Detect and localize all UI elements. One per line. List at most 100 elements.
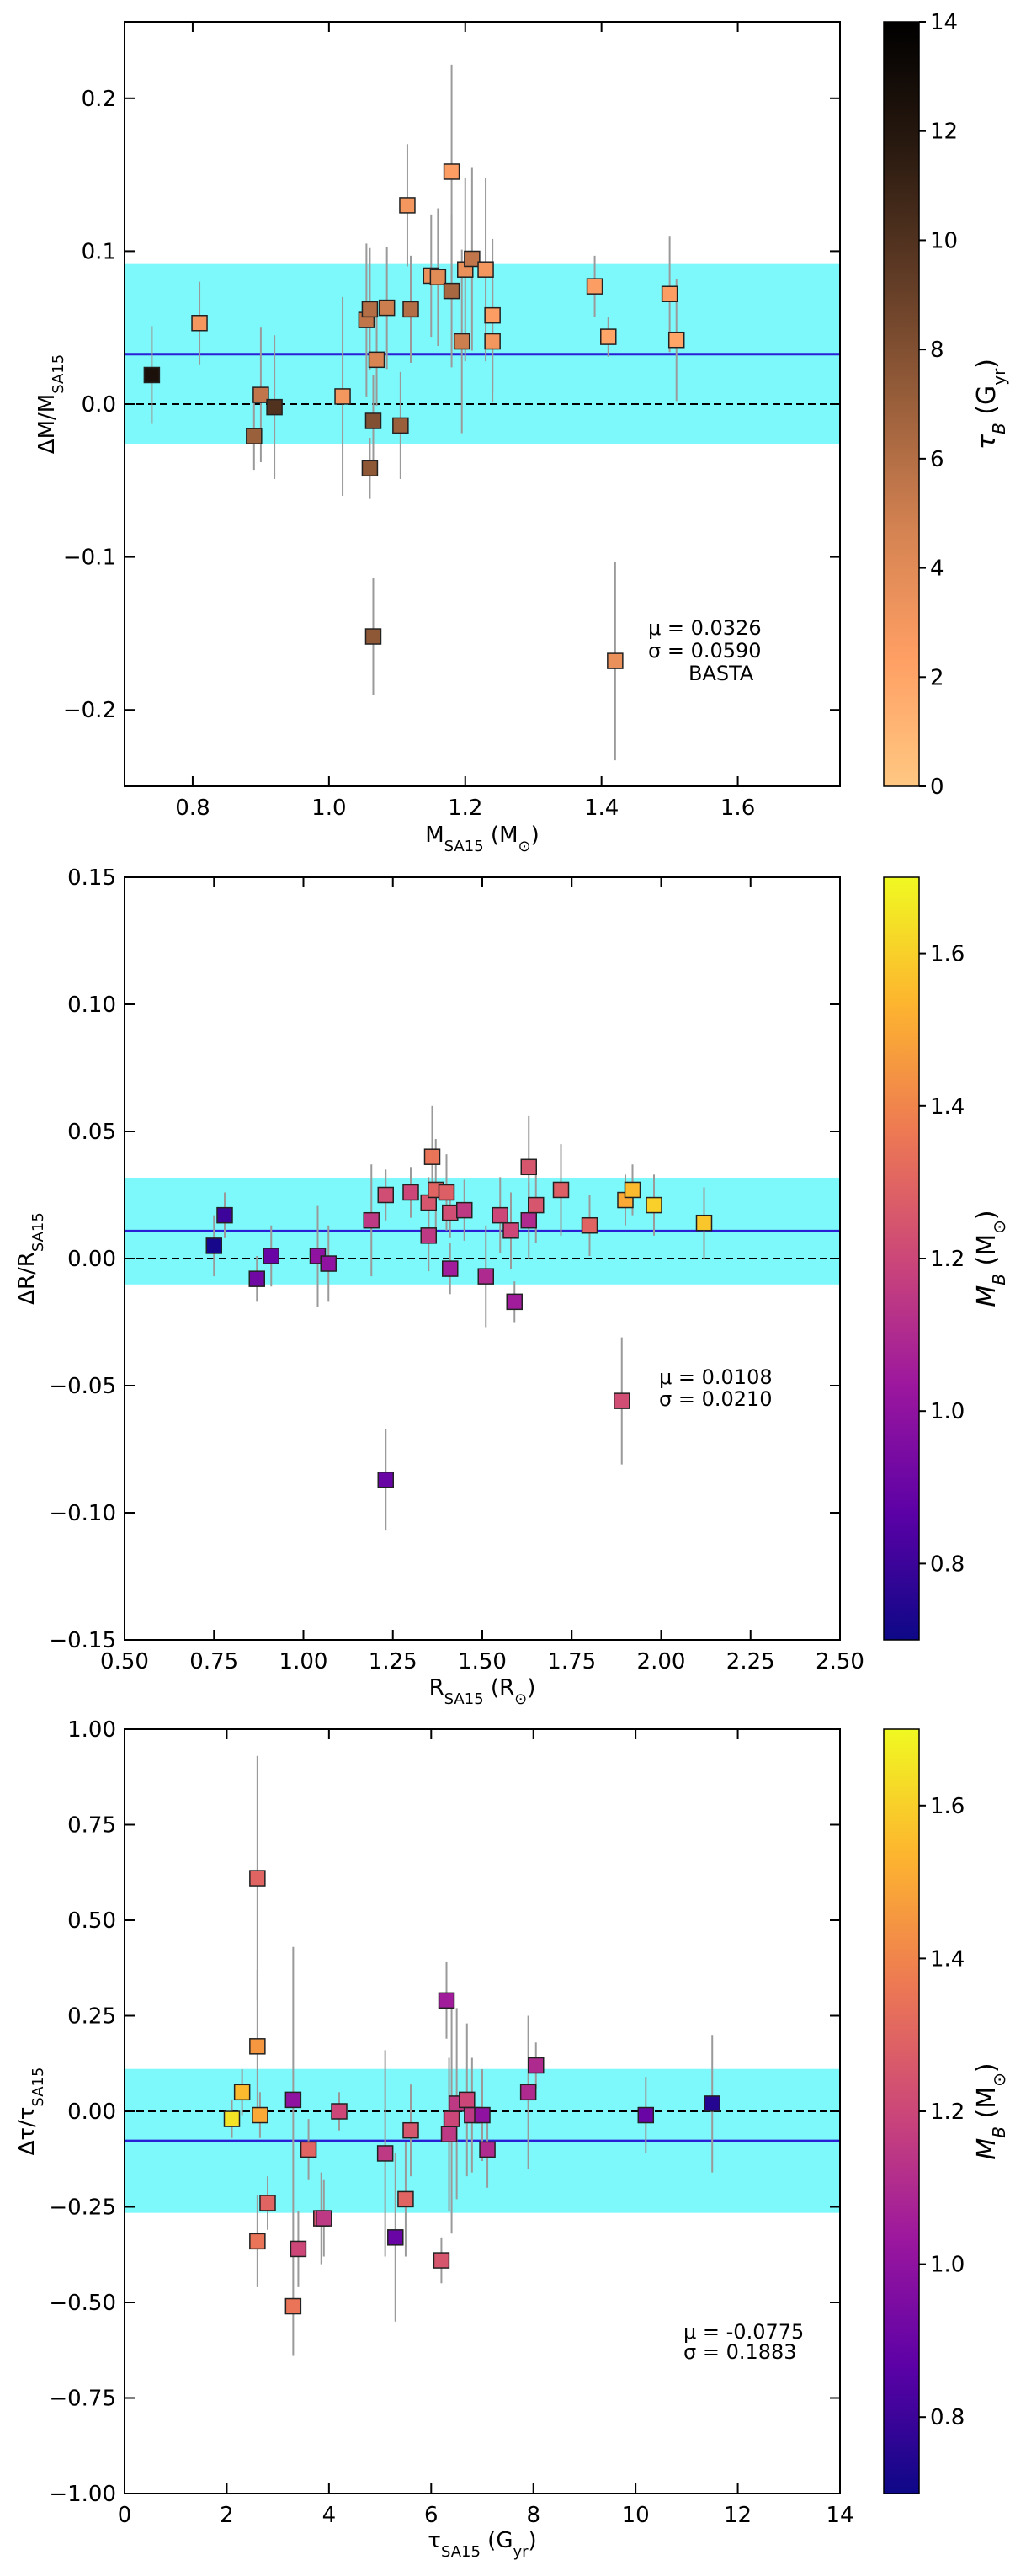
radius-data-point [402,1184,419,1201]
mass-data-point [191,315,208,332]
mass-colorbar-tick-label: 6 [930,447,944,472]
mass-data-point [429,269,447,286]
radius-colorbar-tick-label: 1.2 [930,1247,965,1272]
mass-data-point [364,412,382,429]
radius-data-point [263,1248,279,1264]
mass-x-tick-label: 1.0 [311,796,346,821]
radius-panel: 0.50 0.75 1.00 1.25 1.50 1.75 2.00 2.25 2.50 −0.… [14,865,1009,1708]
radius-data-point [528,1196,545,1214]
radius-data-point [205,1237,222,1254]
mass-stat-mu: μ = 0.0326 [648,616,762,640]
radius-data-point [420,1227,437,1244]
mass-data-point [453,333,470,350]
age-y-tick-label: −0.50 [49,2291,116,2316]
radius-data-point [456,1201,473,1219]
mass-colorbar-tick-label: 0 [930,774,944,800]
radius-data-point [506,1293,523,1311]
age-data-point [474,2106,491,2124]
mass-data-point [266,398,283,416]
radius-data-point [520,1158,537,1176]
age-data-point [284,2091,302,2109]
age-y-tick-label: −1.00 [49,2482,116,2507]
mass-x-tick-label: 1.2 [448,796,482,821]
mass-colorbar-label: τB (Gyr) [972,359,1009,450]
age-data-point [637,2106,655,2124]
radius-reference-lines [125,1229,840,1259]
mass-data-point [392,417,409,434]
age-data-point [300,2141,317,2158]
radius-data-point [442,1204,459,1221]
radius-x-ticks: 0.50 0.75 1.00 1.25 1.50 1.75 2.00 2.25 2.50 [100,877,864,1674]
age-data-point [259,2195,276,2211]
age-data-point [397,2190,414,2208]
mass-data-point [368,351,385,369]
mass-data-point [252,386,269,403]
age-y-tick-label: −0.25 [49,2195,116,2221]
age-x-tick-label: 6 [424,2503,439,2528]
mass-y-tick-label: 0.0 [82,392,116,418]
radius-data-point [477,1268,494,1285]
mass-data-point [143,366,161,384]
age-data-point [233,2084,251,2101]
radius-x-tick-label: 1.25 [369,1649,417,1674]
age-x-tick-label: 0 [118,2503,132,2528]
radius-colorbar-tick-label: 1.4 [930,1094,965,1120]
age-data-point [223,2110,241,2127]
age-x-ticks: 0 2 4 6 8 10 12 14 [118,1729,854,2528]
age-stats-annotation: μ = -0.0775 σ = 0.1883 [683,2320,804,2364]
mass-data-point [586,278,603,295]
radius-y-tick-label: 0.10 [67,993,116,1018]
mass-data-point [246,428,263,444]
radius-data-point [363,1211,380,1229]
age-data-point [528,2057,545,2074]
radius-colorbar-ticks: 0.8 1.0 1.2 1.4 1.6 [919,942,965,1577]
radius-x-tick-label: 2.25 [726,1649,775,1674]
age-data-point [519,2084,537,2101]
radius-data-point [624,1181,641,1199]
radius-data-point [377,1471,394,1488]
age-colorbar-tick-label: 1.0 [930,2253,965,2278]
age-y-tick-label: 0.50 [67,1908,116,1934]
radius-y-tick-label: −0.05 [49,1374,116,1399]
age-colorbar-tick-label: 0.8 [930,2405,965,2430]
mass-y-tick-label: 0.1 [82,239,116,264]
radius-data-point [646,1196,662,1214]
age-data-point [443,2110,460,2127]
mass-colorbar [883,21,920,787]
mass-x-tick-label: 1.6 [720,796,755,821]
radius-data-point [502,1222,519,1239]
age-x-axis-label: τSA15 (Gyr) [428,2528,536,2561]
radius-data-point [695,1214,713,1232]
radius-data-point [377,1186,394,1204]
radius-data-point [248,1270,265,1287]
age-colorbar-tick-label: 1.2 [930,2100,965,2125]
age-colorbar [883,1728,920,2494]
radius-stat-mu: μ = 0.0108 [659,1365,773,1389]
radius-colorbar-tick-label: 1.6 [930,942,965,967]
mass-colorbar-tick-label: 10 [930,228,958,253]
age-data-point [252,2106,268,2124]
age-stat-sigma: σ = 0.1883 [683,2340,797,2364]
mass-x-tick-label: 1.4 [584,796,619,821]
radius-stats-annotation: μ = 0.0108 σ = 0.0210 [659,1365,773,1411]
radius-y-ticks: −0.15 −0.10 −0.05 0.00 0.05 0.10 0.15 [49,865,840,1653]
radius-data-point [581,1216,598,1234]
radius-y-tick-label: −0.10 [49,1501,116,1526]
radius-colorbar-tick-label: 0.8 [930,1551,965,1577]
radius-x-tick-label: 2.00 [637,1649,686,1674]
radius-data-point [520,1211,537,1229]
age-colorbar-tick-label: 1.6 [930,1794,965,1819]
radius-x-tick-label: 1.00 [279,1649,328,1674]
age-data-point [704,2095,720,2112]
age-x-tick-label: 10 [622,2503,650,2528]
mass-data-point [361,460,379,477]
radius-x-tick-label: 1.75 [547,1649,596,1674]
age-x-tick-label: 2 [220,2503,234,2528]
radius-data-point [438,1184,455,1201]
mass-data-point [484,306,501,324]
radius-y-tick-label: 0.15 [67,865,116,891]
radius-y-axis-label: ΔR/RSA15 [14,1212,47,1305]
radius-data-marks [205,1105,713,1531]
mass-data-point [378,299,396,317]
